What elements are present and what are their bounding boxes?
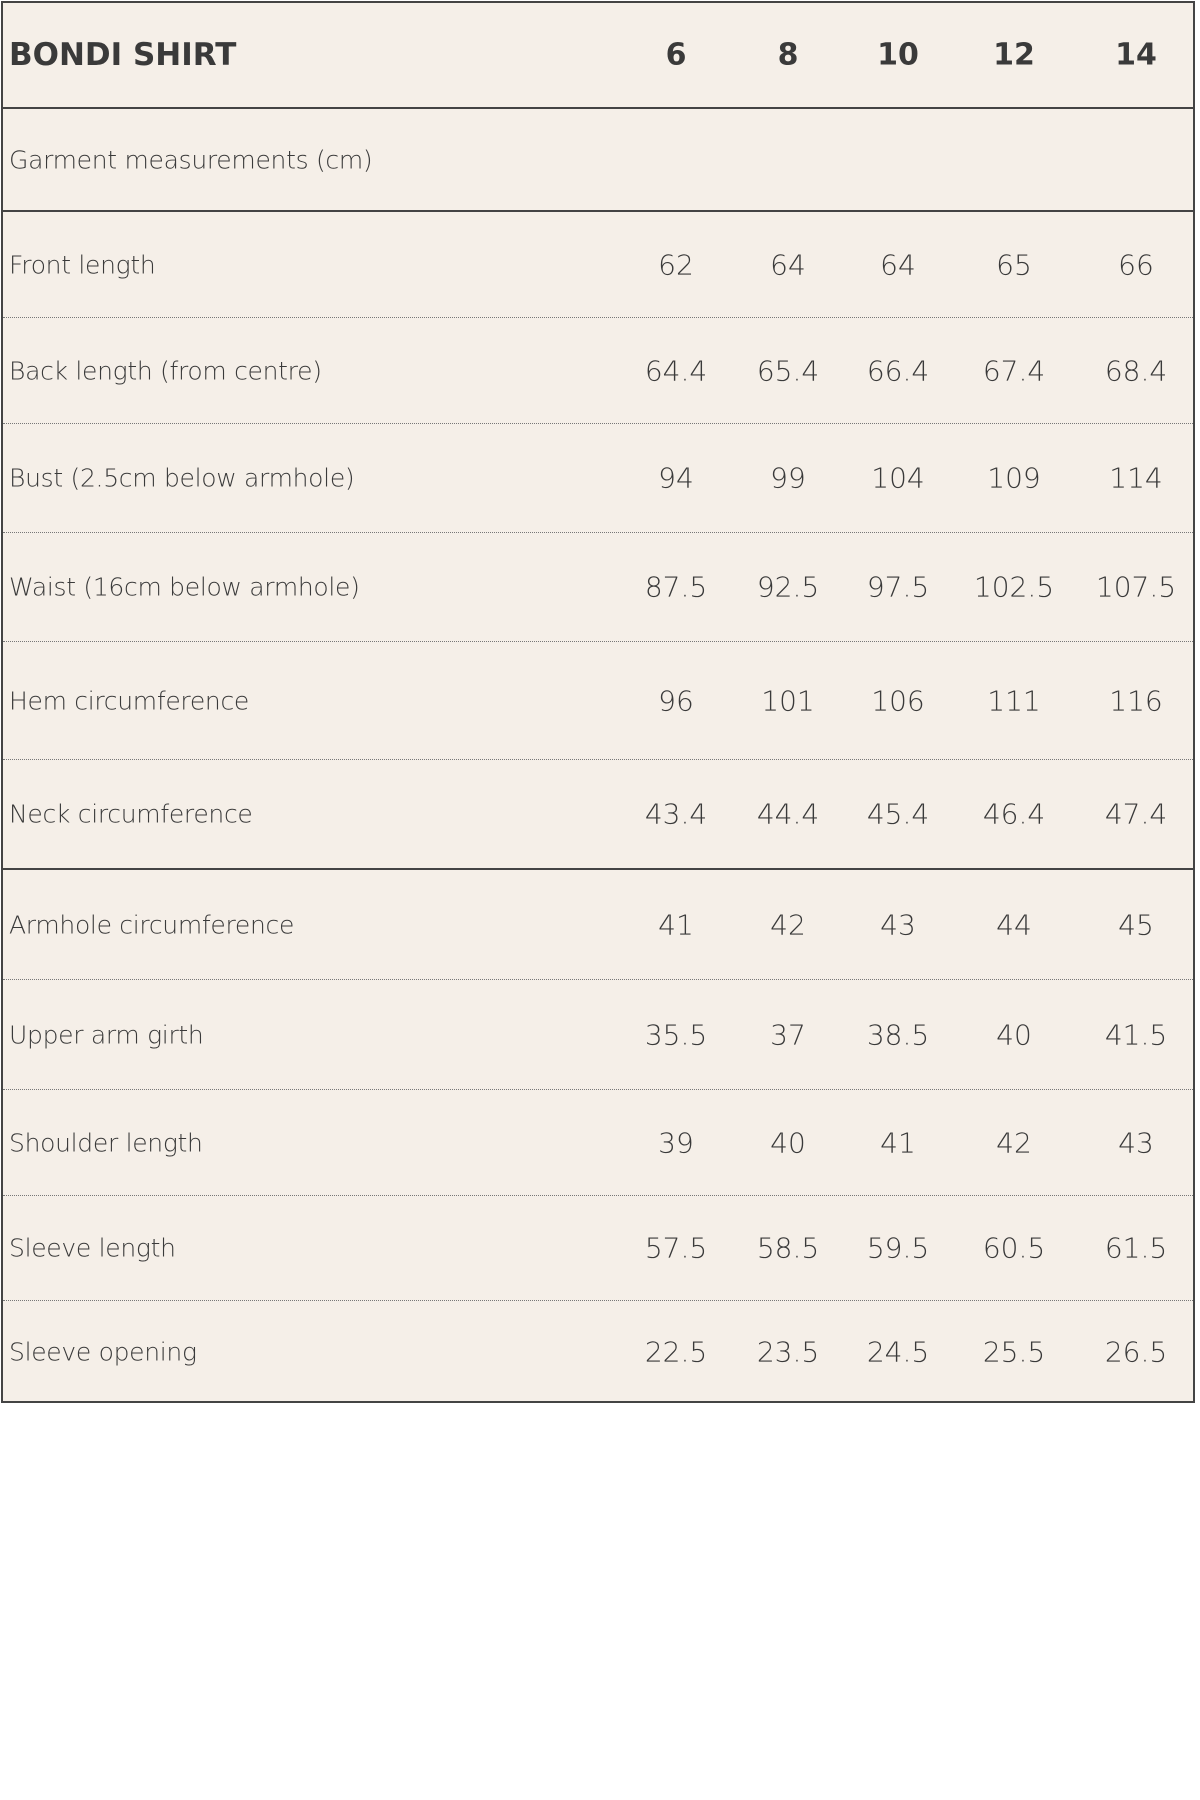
measurement: 64 [880, 248, 916, 281]
table-row: Garment measurements (cm) [3, 109, 1193, 212]
measurement: 65.4 [756, 354, 820, 387]
measurement: 68.4 [1104, 354, 1168, 387]
measurement: 44 [996, 908, 1032, 941]
measurement: 111 [987, 684, 1041, 717]
size-header: 14 [1115, 37, 1157, 73]
measurement: 107.5 [1095, 570, 1177, 604]
table-row: Upper arm girth 35.5 37 38.5 40 41.5 [3, 980, 1193, 1090]
row-label: Waist (16cm below armhole) [9, 572, 360, 602]
measurement: 67.4 [982, 354, 1046, 387]
measurement: 92.5 [756, 570, 820, 604]
measurement: 61.5 [1104, 1231, 1168, 1265]
measurement: 45 [1118, 908, 1154, 941]
measurement: 40 [770, 1126, 806, 1159]
measurement: 45.4 [866, 797, 930, 831]
size-header: 10 [877, 37, 919, 73]
row-label: Front length [9, 250, 156, 279]
measurement: 58.5 [756, 1231, 820, 1265]
size-header: 8 [777, 37, 799, 73]
measurement: 26.5 [1104, 1335, 1168, 1369]
size-chart: BONDI SHIRT 6 8 10 12 14 Garment measurements … [1, 1, 1195, 1403]
table-title: BONDI SHIRT [9, 37, 237, 73]
measurement: 43.4 [644, 797, 708, 831]
measurement: 106 [871, 684, 925, 717]
table-row: Hem circumference 96 101 106 111 116 [3, 642, 1193, 760]
measurement: 59.5 [866, 1231, 930, 1265]
measurement: 101 [761, 684, 815, 717]
measurement: 37 [770, 1018, 806, 1051]
measurement: 39 [658, 1126, 694, 1159]
row-label: Upper arm girth [9, 1020, 204, 1049]
measurement: 96 [658, 684, 694, 717]
measurement: 62 [658, 248, 694, 281]
row-label: Bust (2.5cm below armhole) [9, 463, 355, 493]
measurement: 60.5 [982, 1231, 1046, 1265]
table-row: BONDI SHIRT 6 8 10 12 14 [3, 3, 1193, 109]
measurement: 114 [1109, 461, 1163, 495]
measurement: 41 [658, 908, 694, 941]
table-row: Neck circumference 43.4 44.4 45.4 46.4 47.4 [3, 760, 1193, 870]
measurement: 66.4 [866, 354, 930, 387]
row-label: Hem circumference [9, 686, 250, 715]
measurement: 97.5 [866, 570, 930, 604]
table-row: Back length (from centre) 64.4 65.4 66.4 67.… [3, 318, 1193, 424]
measurement: 57.5 [644, 1231, 708, 1265]
measurement: 23.5 [756, 1335, 820, 1369]
table-row: Bust (2.5cm below armhole) 94 99 104 109 114 [3, 424, 1193, 533]
measurement: 87.5 [644, 570, 708, 604]
measurement: 38.5 [866, 1018, 930, 1051]
measurement: 66 [1118, 248, 1154, 281]
measurement: 64.4 [644, 354, 708, 387]
measurement: 64 [770, 248, 806, 281]
table-row: Front length 62 64 64 65 66 [3, 212, 1193, 318]
row-label: Back length (from centre) [9, 356, 322, 385]
table-row: Armhole circumference 41 42 43 44 45 [3, 870, 1193, 980]
measurement: 35.5 [644, 1018, 708, 1051]
measurement: 99 [770, 461, 806, 495]
measurement: 42 [770, 908, 806, 941]
measurement: 43 [880, 908, 916, 941]
table-row: Sleeve length 57.5 58.5 59.5 60.5 61.5 [3, 1196, 1193, 1301]
measurement: 47.4 [1104, 797, 1168, 831]
measurement: 25.5 [982, 1335, 1046, 1369]
measurement: 42 [996, 1126, 1032, 1159]
section-label: Garment measurements (cm) [9, 145, 373, 174]
measurement: 41 [880, 1126, 916, 1159]
measurement: 102.5 [973, 570, 1055, 604]
measurement: 116 [1109, 684, 1163, 717]
measurement: 44.4 [756, 797, 820, 831]
measurement: 46.4 [982, 797, 1046, 831]
row-label: Sleeve opening [9, 1337, 197, 1367]
measurement: 65 [996, 248, 1032, 281]
table-row: Sleeve opening 22.5 23.5 24.5 25.5 26.5 [3, 1301, 1193, 1403]
table-row: Waist (16cm below armhole) 87.5 92.5 97.5 10… [3, 533, 1193, 642]
row-label: Neck circumference [9, 799, 253, 829]
row-label: Shoulder length [9, 1128, 203, 1157]
measurement: 22.5 [644, 1335, 708, 1369]
size-header: 12 [993, 37, 1035, 73]
row-label: Armhole circumference [9, 910, 295, 939]
table-row: Shoulder length 39 40 41 42 43 [3, 1090, 1193, 1196]
measurement: 104 [871, 461, 925, 495]
row-label: Sleeve length [9, 1233, 176, 1263]
size-header: 6 [665, 37, 687, 73]
measurement: 40 [996, 1018, 1032, 1051]
measurement: 94 [658, 461, 694, 495]
measurement: 41.5 [1104, 1018, 1168, 1051]
measurement: 109 [987, 461, 1041, 495]
measurement: 24.5 [866, 1335, 930, 1369]
measurement: 43 [1118, 1126, 1154, 1159]
